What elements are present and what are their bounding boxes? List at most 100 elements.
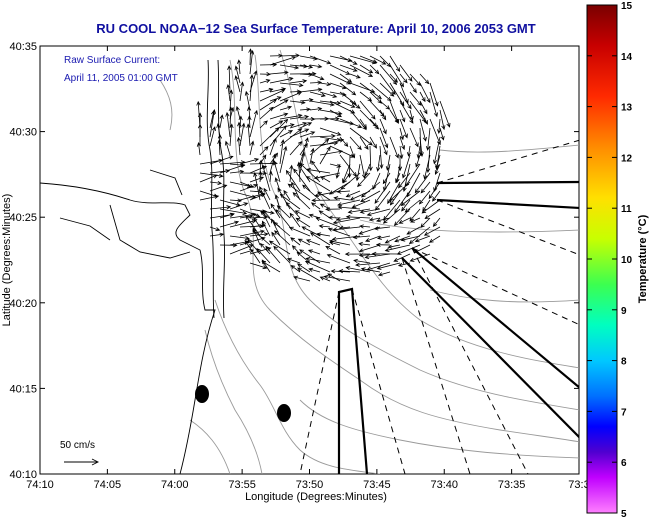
current-arrow xyxy=(400,235,421,242)
current-arrow xyxy=(359,208,381,214)
colorbar-tick-label: 11 xyxy=(621,204,632,215)
current-arrow xyxy=(244,240,261,264)
current-arrow xyxy=(246,123,251,147)
current-arrow xyxy=(369,118,378,128)
current-arrow xyxy=(317,191,331,201)
current-arrow xyxy=(368,217,381,222)
current-arrow xyxy=(325,245,341,255)
current-arrow xyxy=(269,70,289,75)
current-arrow xyxy=(289,100,306,105)
current-arrow xyxy=(217,133,223,147)
current-arrow xyxy=(387,244,401,249)
current-arrow xyxy=(379,100,391,110)
current-arrow xyxy=(269,76,294,84)
y-axis: 40:35 40:30 40:25 40:20 40:15 40:10 xyxy=(9,41,579,481)
map-title: RU COOL NOAA−12 Sea Surface Temperature:… xyxy=(96,21,535,36)
current-arrow xyxy=(360,267,381,273)
current-arrow xyxy=(355,163,361,182)
current-arrow xyxy=(319,109,343,116)
current-arrow xyxy=(269,125,287,147)
current-arrow xyxy=(339,64,358,72)
current-arrow xyxy=(269,112,289,120)
current-arrow xyxy=(337,199,361,207)
current-arrow xyxy=(419,136,424,158)
current-arrow xyxy=(299,162,321,183)
current-arrow xyxy=(379,109,387,121)
current-arrow xyxy=(297,238,311,246)
current-arrow xyxy=(287,183,311,201)
current-arrow xyxy=(379,145,384,170)
current-arrow xyxy=(376,217,391,223)
current-arrow xyxy=(279,130,294,138)
current-arrow xyxy=(339,100,356,108)
current-arrow xyxy=(399,73,408,84)
current-arrow xyxy=(344,252,371,257)
current-arrow xyxy=(289,164,294,183)
current-arrow xyxy=(229,235,250,241)
current-arrow xyxy=(358,244,381,253)
x-tick-label: 73:55 xyxy=(228,479,256,491)
current-arrow xyxy=(439,109,446,131)
current-arrow xyxy=(329,109,342,118)
current-arrow xyxy=(394,235,411,243)
current-arrow xyxy=(336,189,351,194)
current-arrow xyxy=(418,190,431,205)
current-arrow xyxy=(249,262,268,270)
current-arrow xyxy=(382,208,401,224)
y-axis-label: Latitude (Degrees:Minutes) xyxy=(1,194,13,327)
current-arrow xyxy=(239,229,265,237)
current-arrow xyxy=(229,123,234,147)
current-arrow xyxy=(364,253,391,260)
coastline xyxy=(40,59,226,474)
current-arrow xyxy=(389,136,399,159)
current-arrow xyxy=(409,73,422,86)
current-arrow xyxy=(352,235,371,240)
current-arrow xyxy=(359,91,373,102)
current-arrow xyxy=(219,220,240,228)
current-arrow xyxy=(333,196,351,201)
x-axis: 74:10 74:05 74:00 73:55 73:50 73:45 73:40 73:35… xyxy=(26,46,590,491)
current-arrow xyxy=(302,184,321,201)
current-arrow xyxy=(397,154,403,172)
current-arrow xyxy=(329,64,351,75)
current-arrow xyxy=(258,170,263,183)
current-arrow xyxy=(399,109,406,123)
current-arrow xyxy=(369,55,387,65)
current-arrow xyxy=(259,98,278,111)
current-arrow xyxy=(297,263,311,273)
current-arrow xyxy=(349,64,374,77)
current-arrow xyxy=(318,224,331,229)
current-arrow xyxy=(295,217,311,228)
current-arrow xyxy=(283,189,291,201)
current-arrow xyxy=(293,275,311,282)
current-arrow xyxy=(359,100,376,120)
x-tick-label: 73:35 xyxy=(498,479,526,491)
current-arrow xyxy=(357,172,371,188)
y-tick-label: 40:20 xyxy=(9,298,37,310)
current-arrow xyxy=(270,203,281,219)
current-arrow xyxy=(379,82,395,97)
current-arrow xyxy=(285,169,301,192)
current-arrow xyxy=(309,106,323,112)
current-arrow xyxy=(368,145,373,172)
current-arrow xyxy=(285,201,301,219)
current-arrow xyxy=(393,253,411,262)
current-arrow xyxy=(269,137,277,156)
current-arrow xyxy=(406,172,421,198)
current-arrow xyxy=(332,226,361,232)
current-arrow xyxy=(279,128,303,147)
current-arrow xyxy=(437,118,442,135)
current-arrow xyxy=(371,251,401,256)
current-arrow xyxy=(279,123,295,129)
current-arrow xyxy=(234,75,241,93)
current-arrow xyxy=(319,127,342,136)
current-arrow xyxy=(289,140,303,156)
current-arrow xyxy=(299,122,313,129)
current-arrow xyxy=(424,208,441,219)
current-arrow xyxy=(342,172,351,184)
current-arrow xyxy=(236,136,241,156)
current-arrow xyxy=(249,193,266,201)
current-arrow xyxy=(279,91,303,102)
current-arrow xyxy=(237,121,242,138)
